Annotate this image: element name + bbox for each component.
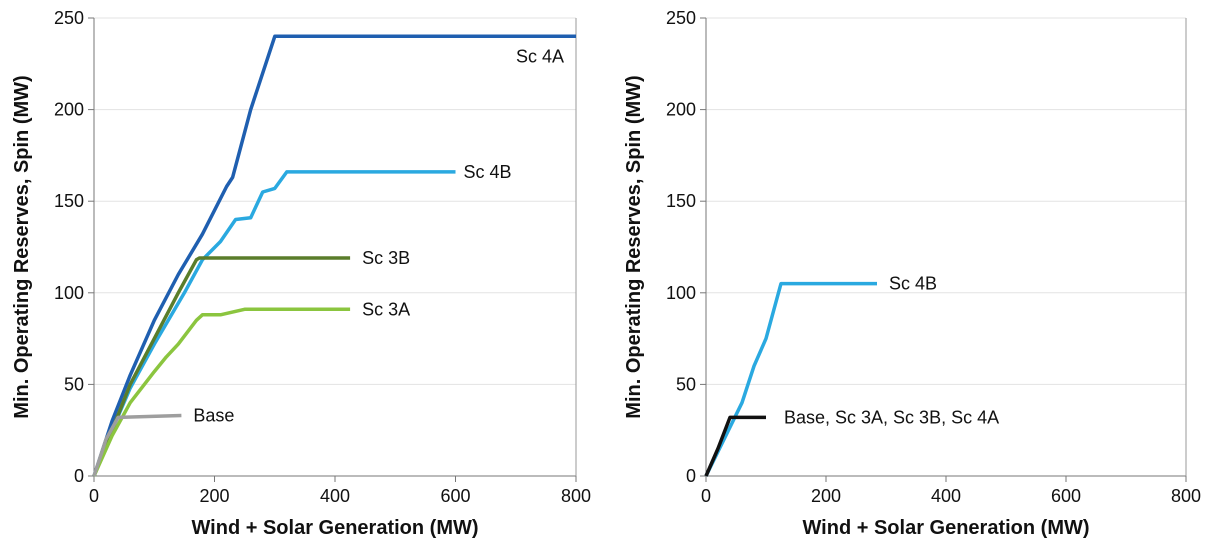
x-tick-label: 800: [1171, 486, 1201, 506]
y-axis-title: Min. Operating Reserves, Spin (MW): [623, 75, 645, 418]
x-axis-title: Wind + Solar Generation (MW): [191, 517, 478, 539]
x-tick-label: 0: [89, 486, 99, 506]
y-tick-label: 50: [64, 374, 84, 394]
series-line-base: [92, 413, 182, 477]
y-tick-label: 100: [54, 283, 84, 303]
x-axis-title: Wind + Solar Generation (MW): [802, 517, 1089, 539]
series-label-sc-4a: Sc 4A: [516, 46, 564, 66]
series-line-sc-4b: [92, 170, 456, 477]
y-tick-label: 250: [666, 8, 696, 28]
x-tick-label: 400: [931, 486, 961, 506]
x-tick-label: 400: [320, 486, 350, 506]
chart-panel-1: 0 50 100 150 200 250 0 200 400 600 800 Wind + Solar…: [11, 8, 591, 539]
series-line-sc-4a: [92, 34, 576, 477]
x-tick-label: 0: [701, 486, 711, 506]
y-tick-label: 100: [666, 283, 696, 303]
y-tick-label: 150: [666, 191, 696, 211]
x-tick-label: 600: [1051, 486, 1081, 506]
y-tick-label: 200: [666, 100, 696, 120]
series-line-sc-4b: [704, 281, 877, 477]
chart-panel-2: 0 50 100 150 200 250 0 200 400 600 800 Wind + Solar…: [623, 8, 1201, 539]
series-label-sc-3a: Sc 3A: [362, 299, 410, 319]
y-tick-label: 150: [54, 191, 84, 211]
series-label-base: Base: [193, 406, 234, 426]
series-label-sc-4b: Sc 4B: [889, 274, 937, 294]
series-line-base-sc-3a-sc-3b-sc-4a: [704, 415, 766, 477]
y-tick-label: 50: [676, 374, 696, 394]
y-tick-label: 0: [686, 466, 696, 486]
y-tick-label: 250: [54, 8, 84, 28]
y-tick-label: 200: [54, 100, 84, 120]
y-tick-label: 0: [74, 466, 84, 486]
x-tick-label: 800: [561, 486, 591, 506]
x-tick-label: 200: [199, 486, 229, 506]
series-label-sc-3b: Sc 3B: [362, 248, 410, 268]
x-tick-label: 600: [440, 486, 470, 506]
series-line-sc-3a: [92, 307, 351, 477]
x-tick-label: 200: [811, 486, 841, 506]
series-label-sc-4b: Sc 4B: [464, 162, 512, 182]
series-label-base-sc-3a-sc-3b-sc-4a: Base, Sc 3A, Sc 3B, Sc 4A: [784, 407, 999, 427]
y-axis-title: Min. Operating Reserves, Spin (MW): [11, 75, 33, 418]
